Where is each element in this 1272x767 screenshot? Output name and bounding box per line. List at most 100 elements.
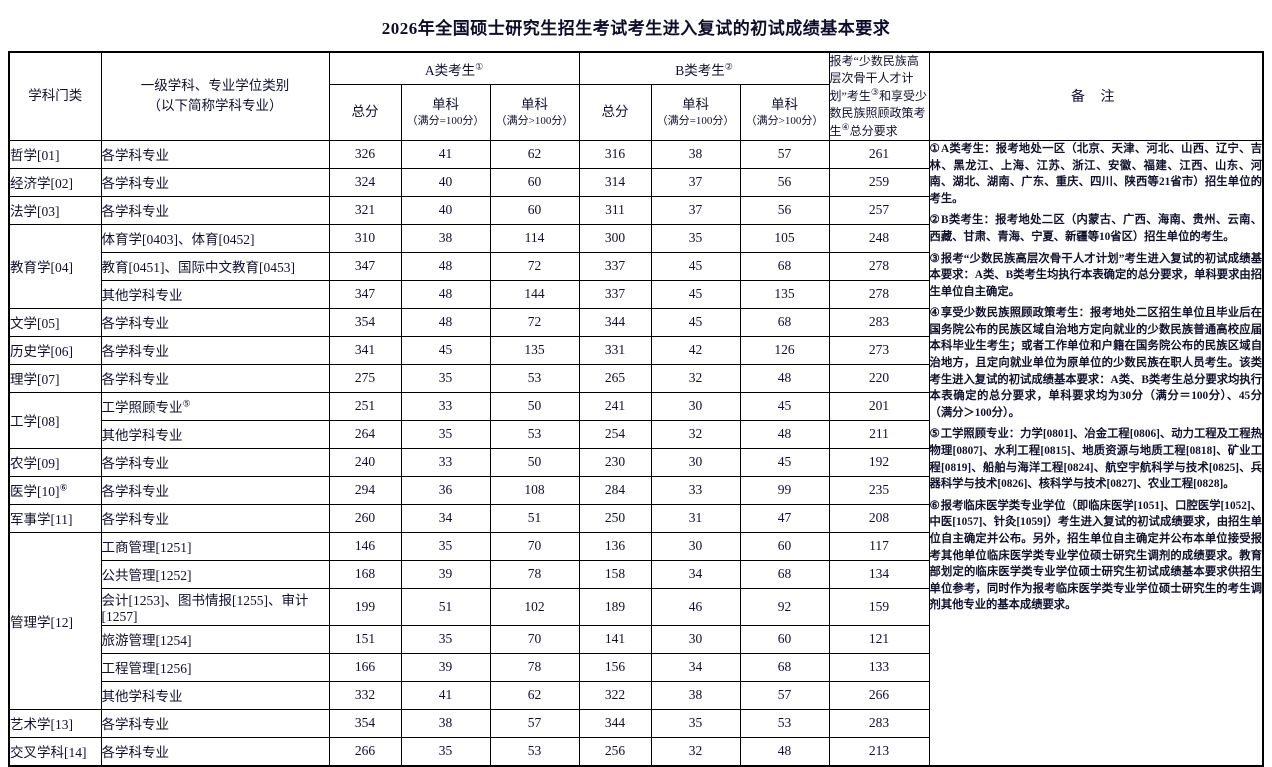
cell-discipline-category: 理学[07] xyxy=(8,363,102,393)
cell-a-total: 264 xyxy=(328,419,402,449)
cell-a-single-eq100: 38 xyxy=(400,708,491,738)
header-group-a-label: A类考生 xyxy=(424,62,476,78)
table-row: 管理学[12] 工商管理[1251] 146 35 70 136 30 60 117 xyxy=(8,531,1263,710)
cell-a-single-eq100: 35 xyxy=(400,736,491,767)
cell-a-total: 251 xyxy=(328,391,402,421)
table-row: 其他学科专业 332 41 62 322 38 57 266 xyxy=(9,680,1263,710)
cell-minority-total: 257 xyxy=(828,195,930,225)
cell-minority-total: 220 xyxy=(828,363,930,393)
cell-b-single-eq100: 46 xyxy=(650,587,741,626)
cell-minority-total: 211 xyxy=(828,419,930,449)
cell-b-single-gt100: 126 xyxy=(739,335,830,365)
cell-b-single-gt100: 45 xyxy=(739,391,830,421)
cell-b-total: 322 xyxy=(578,680,652,710)
cell-a-total: 310 xyxy=(328,223,402,253)
cell-a-total: 294 xyxy=(328,475,402,505)
table-row: 工程管理[1256] 166 39 78 156 34 68 133 xyxy=(9,652,1263,682)
header-b-single-eq100-label: 单科 xyxy=(682,97,710,113)
score-table-container: 学科门类 一级学科、专业学位类别 （以下简称学科专业） A类考生① B类考生② … xyxy=(0,51,1272,767)
cell-a-single-eq100: 40 xyxy=(400,195,491,225)
cell-minority-total: 192 xyxy=(828,447,930,477)
cell-b-single-gt100: 60 xyxy=(739,531,830,561)
cell-a-single-gt100: 53 xyxy=(489,736,580,767)
cell-discipline-category: 交叉学科[14] xyxy=(8,736,102,767)
cell-b-single-eq100: 37 xyxy=(650,167,741,197)
cell-remarks: ①A类考生：报考地处一区（北京、天津、河北、山西、辽宁、吉林、黑龙江、上海、江苏… xyxy=(928,139,1264,767)
cell-discipline-category: 军事学[11] xyxy=(8,503,102,533)
cell-a-single-eq100: 48 xyxy=(400,279,491,309)
cell-a-total: 146 xyxy=(328,531,402,561)
cell-a-single-gt100: 62 xyxy=(489,680,580,710)
table-row: 法学[03] 各学科专业 321 40 60 311 37 56 257 xyxy=(8,195,1263,225)
cell-b-single-eq100: 45 xyxy=(650,251,741,281)
cell-a-total: 321 xyxy=(328,195,402,225)
cell-b-single-eq100: 45 xyxy=(650,279,741,309)
remark-item: ①A类考生：报考地处一区（北京、天津、河北、山西、辽宁、吉林、黑龙江、上海、江苏… xyxy=(929,142,1263,205)
header-a-single-eq100: 单科 （满分=100分） xyxy=(400,84,491,141)
cell-b-total: 311 xyxy=(578,195,652,225)
header-b-single-eq100: 单科 （满分=100分） xyxy=(650,84,741,141)
cell-a-total: 341 xyxy=(328,335,402,365)
header-minority-plan: 报考“少数民族高层次骨干人才计划”考生③和享受少数民族照顾政策考生④总分要求 xyxy=(828,51,930,141)
header-a-total: 总分 xyxy=(328,84,402,141)
cell-a-single-eq100: 34 xyxy=(400,503,491,533)
cell-b-total: 256 xyxy=(578,736,652,767)
remark-text-block: ①A类考生：报考地处一区（北京、天津、河北、山西、辽宁、吉林、黑龙江、上海、江苏… xyxy=(930,141,1263,614)
cell-b-single-eq100: 34 xyxy=(650,652,741,682)
cell-a-single-eq100: 35 xyxy=(400,419,491,449)
remark-item: ③报考“少数民族高层次骨干人才计划”考生进入复试的初试成绩基本要求：A类、B类考… xyxy=(929,252,1263,298)
remark-item: ⑤工学照顾专业：力学[0801]、冶金工程[0806]、动力工程及工程热物理[0… xyxy=(929,428,1263,491)
cell-discipline-major: 各学科专业 xyxy=(100,503,330,533)
cell-b-single-eq100: 32 xyxy=(650,736,741,767)
table-row: 艺术学[13] 各学科专业 354 38 57 344 35 53 283 xyxy=(8,708,1263,738)
cell-b-total: 314 xyxy=(578,167,652,197)
cell-b-single-gt100: 48 xyxy=(739,363,830,393)
cell-b-single-eq100: 45 xyxy=(650,307,741,337)
remark-item: ④享受少数民族照顾政策考生：报考地处二区招生单位且毕业后在国务院公布的民族区域自… xyxy=(929,307,1263,419)
admission-score-table: 学科门类 一级学科、专业学位类别 （以下简称学科专业） A类考生① B类考生② … xyxy=(8,51,1265,767)
cell-b-single-gt100: 68 xyxy=(739,559,830,589)
table-row: 农学[09] 各学科专业 240 33 50 230 30 45 192 xyxy=(8,447,1263,477)
cell-a-single-eq100: 45 xyxy=(400,335,491,365)
cell-minority-total: 261 xyxy=(828,139,930,169)
cell-discipline-category: 文学[05] xyxy=(8,307,102,337)
footnote-ref: ⑤ xyxy=(182,398,191,409)
cell-a-single-eq100: 39 xyxy=(400,559,491,589)
cell-a-single-eq100: 33 xyxy=(400,391,491,421)
cell-a-single-eq100: 48 xyxy=(400,251,491,281)
cell-b-single-eq100: 42 xyxy=(650,335,741,365)
remark-marker: ② xyxy=(929,214,940,227)
cell-a-total: 275 xyxy=(328,363,402,393)
remark-item: ②B类考生：报考地处二区（内蒙古、广西、海南、贵州、云南、西藏、甘肃、青海、宁夏… xyxy=(929,214,1263,243)
cell-discipline-major: 其他学科专业 xyxy=(100,680,330,710)
cell-a-total: 199 xyxy=(328,587,402,626)
cell-a-total: 354 xyxy=(328,708,402,738)
cell-discipline-major: 各学科专业 xyxy=(100,139,330,169)
cell-a-single-gt100: 50 xyxy=(489,447,580,477)
cell-a-total: 347 xyxy=(328,251,402,281)
cell-discipline-major: 教育[0451]、国际中文教育[0453] xyxy=(100,251,330,281)
remark-marker: ① xyxy=(929,142,940,155)
cell-b-single-gt100: 45 xyxy=(739,447,830,477)
cell-b-total: 254 xyxy=(578,419,652,449)
table-row: 其他学科专业 264 35 53 254 32 48 211 xyxy=(9,419,1263,449)
remark-marker: ⑥ xyxy=(929,499,940,512)
header-b-single-gt100-label: 单科 xyxy=(771,97,799,113)
header-a-single-gt100-note: （满分>100分） xyxy=(495,115,574,128)
cell-a-single-gt100: 72 xyxy=(489,251,580,281)
cell-b-single-eq100: 32 xyxy=(650,419,741,449)
cell-a-single-gt100: 53 xyxy=(489,363,580,393)
table-row: 旅游管理[1254] 151 35 70 141 30 60 121 xyxy=(9,624,1263,654)
cell-discipline-category: 工学[08] xyxy=(8,391,102,449)
cell-discipline-major: 体育学[0403]、体育[0452] xyxy=(100,223,330,253)
cell-a-single-gt100: 72 xyxy=(489,307,580,337)
cell-discipline-major: 各学科专业 xyxy=(100,195,330,225)
header-a-single-eq100-note: （满分=100分） xyxy=(406,115,485,128)
footnote-ref-1: ① xyxy=(475,61,484,72)
footnote-ref: ⑥ xyxy=(59,482,68,493)
page-title: 2026年全国硕士研究生招生考试考生进入复试的初试成绩基本要求 xyxy=(381,19,891,38)
cell-b-single-eq100: 37 xyxy=(650,195,741,225)
cell-discipline-major: 其他学科专业 xyxy=(100,279,330,309)
cell-discipline-major: 各学科专业 xyxy=(100,307,330,337)
cell-b-single-eq100: 34 xyxy=(650,559,741,589)
